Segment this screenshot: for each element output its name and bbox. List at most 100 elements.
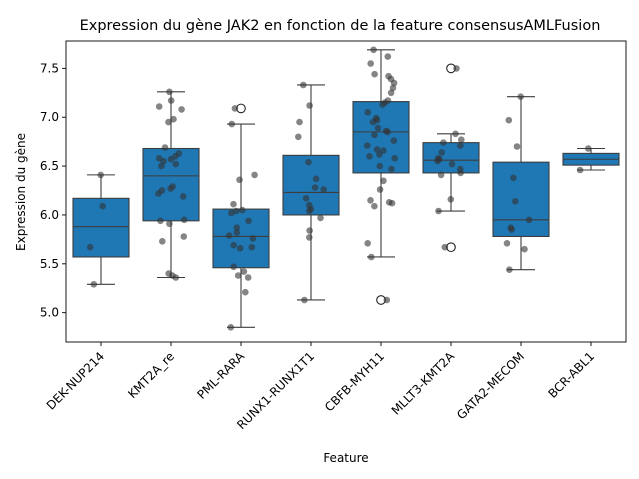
- y-tick-label: 6.5: [40, 159, 59, 173]
- data-point: [505, 116, 513, 124]
- data-point: [158, 162, 165, 170]
- data-point: [236, 244, 244, 252]
- data-point: [510, 174, 517, 182]
- box-iqr: [352, 101, 410, 174]
- data-point: [457, 142, 464, 149]
- data-point: [513, 143, 521, 150]
- data-point: [311, 184, 319, 191]
- points-group-dek-nup214: [86, 171, 106, 288]
- points-group-gata2-mecom: [503, 93, 533, 274]
- data-point: [178, 106, 185, 113]
- data-point: [167, 97, 175, 104]
- box-group-mllt3-kmt2a: [422, 63, 480, 253]
- data-point: [306, 207, 313, 215]
- y-tick-label: 6.0: [40, 208, 59, 222]
- data-point: [503, 240, 511, 247]
- data-point: [369, 118, 377, 126]
- plot-frame: [65, 40, 627, 343]
- data-point: [517, 93, 524, 100]
- data-point: [438, 149, 446, 156]
- data-point: [367, 197, 374, 204]
- data-point: [180, 193, 187, 200]
- data-point: [368, 253, 375, 261]
- data-point: [364, 240, 372, 247]
- points-group-pml-rara: [225, 105, 258, 331]
- y-tick-label: 7.0: [40, 110, 59, 124]
- data-point: [242, 288, 249, 296]
- data-point: [320, 186, 328, 193]
- data-point: [383, 296, 391, 304]
- y-tick-label: 5.0: [40, 306, 59, 320]
- data-point: [317, 214, 324, 222]
- data-point: [155, 190, 162, 197]
- x-tick-label: PML-RARA: [194, 349, 247, 402]
- data-point: [387, 89, 395, 97]
- data-point: [448, 160, 456, 168]
- data-point: [295, 133, 302, 141]
- x-tick-label: DEK-NUP214: [44, 349, 107, 412]
- data-point: [227, 324, 235, 331]
- data-point: [166, 220, 173, 228]
- data-point: [384, 53, 392, 60]
- data-point: [508, 226, 515, 233]
- data-point: [167, 155, 175, 163]
- data-point: [251, 171, 258, 179]
- box-group-dek-nup214: [72, 174, 130, 285]
- data-point: [159, 238, 166, 245]
- data-point: [157, 217, 164, 225]
- points-group-runx1-runx1t1: [295, 81, 328, 304]
- plot-area: [72, 46, 620, 331]
- data-point: [301, 296, 308, 304]
- data-point: [376, 151, 383, 158]
- data-point: [230, 200, 237, 208]
- data-point: [97, 171, 104, 179]
- data-point: [240, 268, 248, 275]
- data-point: [172, 160, 180, 168]
- data-point: [300, 81, 307, 89]
- data-point: [371, 131, 378, 139]
- data-point: [230, 241, 237, 249]
- data-point: [225, 232, 233, 239]
- data-point: [458, 136, 465, 143]
- data-point: [230, 263, 237, 271]
- data-point: [248, 243, 256, 251]
- y-tick-label: 5.5: [40, 257, 59, 271]
- data-point: [380, 177, 387, 185]
- data-point: [296, 118, 303, 126]
- data-point: [447, 196, 455, 203]
- data-point: [388, 165, 395, 173]
- data-point: [306, 227, 313, 234]
- data-point: [512, 198, 519, 205]
- data-point: [170, 115, 177, 123]
- data-point: [384, 128, 391, 136]
- data-point: [376, 186, 384, 193]
- data-point: [434, 157, 441, 165]
- data-point: [236, 176, 243, 184]
- chart-title: Expression du gène JAK2 en fonction de l…: [80, 18, 601, 34]
- data-point: [245, 217, 252, 225]
- data-point: [306, 234, 313, 241]
- data-point: [90, 281, 98, 288]
- data-point: [233, 207, 240, 215]
- data-point: [244, 274, 252, 281]
- box-iqr: [422, 142, 480, 174]
- data-point: [371, 70, 378, 78]
- box-iqr: [492, 161, 550, 238]
- data-point: [521, 245, 528, 253]
- data-point: [437, 171, 445, 179]
- data-point: [312, 175, 320, 183]
- data-point: [440, 139, 447, 146]
- data-point: [302, 195, 310, 202]
- x-tick-label: CBFB-MYH11: [322, 349, 387, 414]
- box-group-bcr-abl1: [562, 147, 620, 171]
- x-tick-label: BCR-ABL1: [545, 349, 597, 401]
- data-point: [231, 105, 239, 112]
- data-point: [180, 233, 188, 240]
- data-point: [155, 103, 163, 110]
- data-point: [525, 216, 533, 224]
- data-point: [239, 206, 246, 214]
- data-point: [165, 118, 172, 126]
- data-point: [367, 60, 375, 67]
